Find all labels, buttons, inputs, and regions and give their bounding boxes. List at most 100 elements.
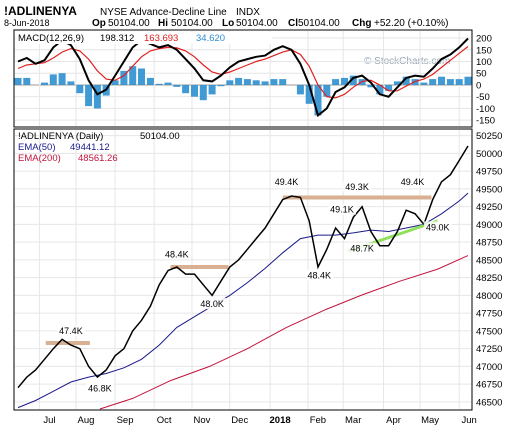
macd-histogram-bar [296,85,304,95]
date: 8-Jun-2018 [4,18,50,28]
price-y-tick-label: 49750 [476,167,502,178]
macd-histogram-bar [464,76,472,85]
price-y-tick-label: 50250 [476,131,502,142]
macd-histogram-bar [235,77,243,85]
annotation-label: 49.0K [426,222,450,232]
x-tick-label: Nov [193,415,210,426]
macd-histogram-bar [23,77,31,85]
price-y-tick-label: 46500 [476,397,502,408]
x-axis-ticks: Jul Aug Sep Oct Nov Dec 2018 Feb Mar Apr May Jun [43,415,476,426]
ohlc-readout: Op 50104.00 Hi 50104.00 Lo 50104.00 Cl 5… [92,18,449,29]
change-value: +52.20 (+0.10%) [374,18,449,29]
macd-y-tick-label: -150 [476,116,495,127]
macd-histogram-bar [76,85,84,94]
macd-histogram-bar [85,85,93,107]
high-label: Hi [158,18,168,29]
ema200-legend-label: EMA(200) [18,153,61,164]
macd-histogram-bar [455,79,463,85]
ema200-line [99,255,469,410]
annotation-bg [85,382,114,394]
annotation-bg [343,180,372,192]
macd-histogram-bar [332,79,340,85]
annotation-label: 49.4K [401,177,425,187]
macd-histogram-bar [438,76,445,85]
macd-histogram-bar [217,85,225,87]
price-y-tick-label: 48750 [476,238,502,249]
price-annotations: 47.4K 46.8K 48.4K 48.0K 49.4K 49.3K 49.4K 49.1K… [56,175,452,394]
high-value: 50104.00 [171,18,213,29]
annotation-label: 48.4K [165,249,189,259]
macd-histogram-bar [199,85,207,101]
price-y-tick-label: 47750 [476,309,502,320]
macd-histogram-bar [155,83,163,85]
ema50-legend-value: 49441.12 [70,142,110,153]
macd-histogram-bar [129,66,137,85]
macd-histogram-bar [270,79,278,85]
price-y-tick-label: 47250 [476,344,502,355]
macd-histogram-bar [314,85,322,116]
macd-y-tick-label: 100 [476,57,492,68]
x-tick-label: Sep [117,415,134,426]
ema50-line [17,192,469,409]
annotation-bg [56,325,85,337]
price-y-tick-label: 46750 [476,380,502,391]
price-y-tick-label: 48000 [476,291,502,302]
x-tick-label: Aug [78,415,95,426]
price-y-tick-label: 47500 [476,326,502,337]
x-tick-label: Apr [386,415,401,426]
symbol: !ADLINENYA [4,4,77,18]
macd-histogram-bar [420,82,428,85]
macd-y-tick-label: 200 [476,34,492,45]
macd-histogram-bar [41,82,48,85]
change-label: Chg [352,18,371,29]
annotation-bg [162,248,191,260]
macd-legend: MACD(12,26,9) 198.312 163.693 34.620 [16,32,272,44]
annotation-label: 48.0K [200,299,224,309]
close-label: Cl [288,18,298,29]
macd-histogram-bar [429,79,437,85]
open-label: Op [92,18,106,29]
macd-histogram-bar [367,85,375,88]
annotation-label: 46.8K [88,384,112,394]
open-value: 50104.00 [108,18,150,29]
macd-y-tick-label: -100 [476,104,495,115]
annotation-label: 49.3K [345,182,369,192]
price-y-tick-label: 49250 [476,202,502,213]
ema200-legend-value: 48561.26 [78,153,118,164]
annotation-label: 48.4K [307,271,331,281]
macd-y-tick-label: 50 [476,69,487,80]
price-y-tick-label: 50000 [476,149,502,160]
x-tick-label: Jun [462,415,477,426]
close-value: 50104.00 [298,18,340,29]
annotation-label: 47.4K [59,326,83,336]
macd-histogram-bar [191,85,198,97]
low-label: Lo [222,18,234,29]
macd-histogram-bar [120,70,128,85]
macd-legend-label: MACD(12,26,9) [18,33,84,44]
x-tick-label: May [421,415,439,426]
macd-histogram-bar [402,76,410,85]
macd-histogram-bar [164,82,172,85]
price-y-ticks: 50250 50000 49750 49500 49250 49000 48750 48500… [476,131,502,408]
macd-histogram-bar [14,77,22,85]
macd-histogram-bar [173,85,181,87]
macd-y-tick-label: -50 [476,92,490,103]
macd-histogram-bar [182,85,190,94]
macd-histogram-bar [349,75,357,85]
macd-histogram-bar [146,77,154,85]
macd-histogram-bar [341,77,348,85]
macd-histogram-bar [111,80,119,85]
price-gridlines [15,130,471,409]
x-tick-label: Feb [310,415,326,426]
annotation-bg [348,242,377,254]
exchange: INDX [236,7,260,18]
price-y-tick-label: 48250 [476,273,502,284]
macd-histogram-bar [67,81,75,85]
macd-y-tick-label: 150 [476,45,492,56]
macd-histogram-bar [323,85,331,97]
low-value: 50104.00 [236,18,278,29]
x-tick-label: Mar [345,415,361,426]
annotation-label: 49.4K [275,177,299,187]
